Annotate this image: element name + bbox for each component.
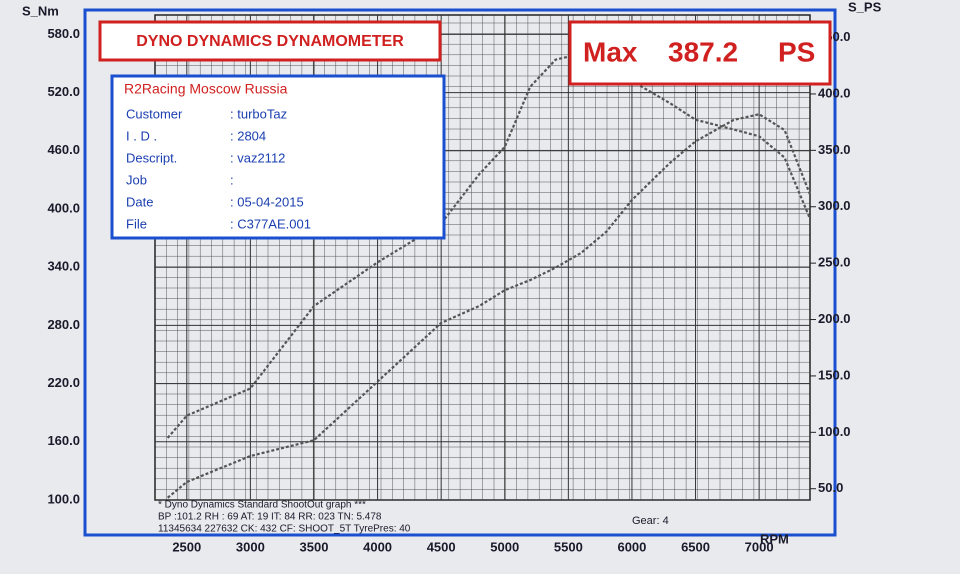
info-value: : vaz2112 <box>230 150 285 165</box>
x-tick-label: 4500 <box>427 539 456 554</box>
y2-tick-label: 300.0 <box>818 198 851 213</box>
y2-tick-label: 200.0 <box>818 311 851 326</box>
y-tick-label: 160.0 <box>47 433 80 448</box>
info-heading: R2Racing Moscow Russia <box>124 81 288 97</box>
y-tick-label: 460.0 <box>47 142 80 157</box>
y-tick-label: 520.0 <box>47 84 80 99</box>
x-tick-label: 6500 <box>681 539 710 554</box>
gear: Gear: 4 <box>632 515 669 527</box>
y2-tick-label: 150.0 <box>818 367 851 382</box>
frame <box>83 8 837 537</box>
info-label: Date <box>126 194 153 209</box>
info-box <box>110 74 446 240</box>
max-unit: PS <box>778 36 815 67</box>
x-tick-label: 5500 <box>554 539 583 554</box>
info-label: I . D . <box>126 128 157 143</box>
y-tick-label: 340.0 <box>47 259 80 274</box>
info-label: Descript. <box>126 150 177 165</box>
info-value: : turboTaz <box>230 106 287 121</box>
y-tick-label: 100.0 <box>47 491 80 506</box>
footer: * Dyno Dynamics Standard ShootOut graph … <box>158 500 411 535</box>
footer-line: BP :101.2 RH : 69 AT: 19 IT: 84 RR: 023 … <box>158 512 382 523</box>
y2-tick-label: 400.0 <box>818 85 851 100</box>
y2-tick-label: 50.0 <box>818 480 843 495</box>
x-tick-label: 3000 <box>236 539 265 554</box>
x-axis-title: RPM <box>760 531 789 546</box>
x-tick-label: 5000 <box>490 539 519 554</box>
y-tick-label: 580.0 <box>47 26 80 41</box>
footer-line: 11345634 227632 CK: 432 CF: SHOOT_5T Tyr… <box>158 524 411 535</box>
y2-tick-label: 350.0 <box>818 142 851 157</box>
y2-axis-title: S_PS <box>848 0 882 14</box>
info-value: : 2804 <box>230 128 266 143</box>
info-value: : C377AE.001 <box>230 216 311 231</box>
title-box <box>98 20 442 62</box>
max-label: Max <box>583 36 638 67</box>
y2-tick-label: 250.0 <box>818 255 851 270</box>
y-tick-label: 220.0 <box>47 375 80 390</box>
footer-line: * Dyno Dynamics Standard ShootOut graph … <box>158 500 366 511</box>
y-axis-title: S_Nm <box>22 3 59 18</box>
series-line <box>166 52 812 439</box>
info-label: File <box>126 216 147 231</box>
info-label: Job <box>126 172 147 187</box>
y-tick-label: 400.0 <box>47 200 80 215</box>
y2-tick-label: 100.0 <box>818 424 851 439</box>
info-rows: Customer : turboTaz I . D . : 2804 Descript.… <box>126 106 311 231</box>
chart-title: DYNO DYNAMICS DYNAMOMETER <box>136 33 404 50</box>
x-tick-label: 2500 <box>172 539 201 554</box>
info-value: : 05-04-2015 <box>230 194 304 209</box>
series-line <box>167 113 812 499</box>
y-tick-label: 280.0 <box>47 317 80 332</box>
x-tick-label: 6000 <box>617 539 646 554</box>
x-tick-label: 7000 <box>745 539 774 554</box>
max-value: 387.2 <box>668 36 738 67</box>
x-tick-label: 3500 <box>300 539 329 554</box>
max-box <box>568 20 832 86</box>
x-tick-label: 4000 <box>363 539 392 554</box>
info-value: : <box>230 172 234 187</box>
info-label: Customer <box>126 106 183 121</box>
